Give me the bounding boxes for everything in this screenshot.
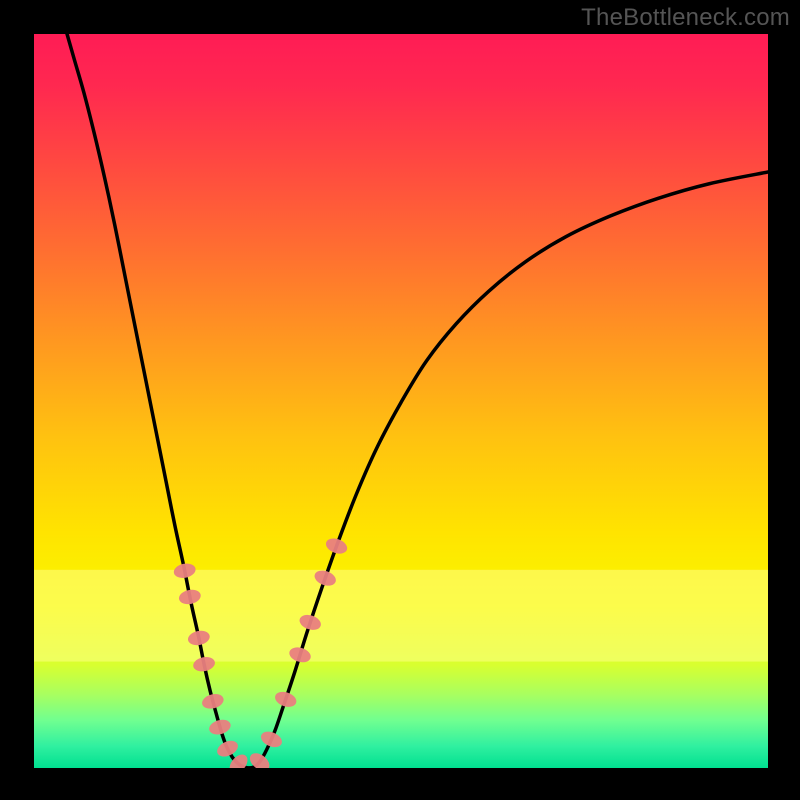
plot-svg <box>34 34 768 768</box>
watermark-text: TheBottleneck.com <box>581 4 790 32</box>
figure-root: TheBottleneck.com <box>0 0 800 800</box>
highlight-band <box>34 570 768 662</box>
plot-area <box>34 34 768 768</box>
